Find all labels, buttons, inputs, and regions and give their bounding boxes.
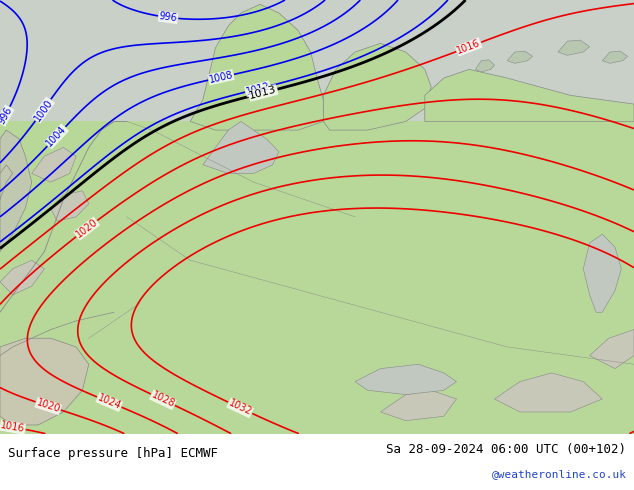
Polygon shape <box>507 51 533 63</box>
Polygon shape <box>323 44 431 130</box>
Text: 1004: 1004 <box>44 124 68 149</box>
Text: 996: 996 <box>0 105 14 126</box>
Text: 1032: 1032 <box>227 398 254 417</box>
Text: 1020: 1020 <box>35 397 61 415</box>
Polygon shape <box>0 130 32 251</box>
Text: 1020: 1020 <box>74 217 100 240</box>
Polygon shape <box>0 165 13 199</box>
Text: Sa 28-09-2024 06:00 UTC (00+102): Sa 28-09-2024 06:00 UTC (00+102) <box>386 443 626 456</box>
Text: 996: 996 <box>158 11 178 24</box>
Text: 1000: 1000 <box>32 97 55 123</box>
Polygon shape <box>0 338 89 425</box>
Text: Surface pressure [hPa] ECMWF: Surface pressure [hPa] ECMWF <box>8 447 217 460</box>
Text: @weatheronline.co.uk: @weatheronline.co.uk <box>491 469 626 479</box>
Polygon shape <box>425 70 634 122</box>
Text: 1024: 1024 <box>96 392 122 412</box>
Polygon shape <box>495 373 602 412</box>
Text: 1008: 1008 <box>208 70 234 85</box>
Polygon shape <box>380 390 456 420</box>
Polygon shape <box>590 330 634 368</box>
Polygon shape <box>0 0 634 122</box>
Polygon shape <box>51 191 89 221</box>
Polygon shape <box>190 4 323 130</box>
Polygon shape <box>32 147 76 182</box>
Polygon shape <box>476 60 495 72</box>
Text: 1012: 1012 <box>245 81 271 97</box>
Polygon shape <box>558 40 590 55</box>
Polygon shape <box>0 122 634 434</box>
Text: 1016: 1016 <box>0 420 25 434</box>
Polygon shape <box>203 122 279 173</box>
Polygon shape <box>0 260 44 295</box>
Polygon shape <box>355 364 456 394</box>
Text: 1013: 1013 <box>248 85 278 101</box>
Text: 1028: 1028 <box>150 390 176 410</box>
Polygon shape <box>583 234 621 312</box>
Polygon shape <box>602 51 628 63</box>
Text: 1016: 1016 <box>455 38 482 56</box>
